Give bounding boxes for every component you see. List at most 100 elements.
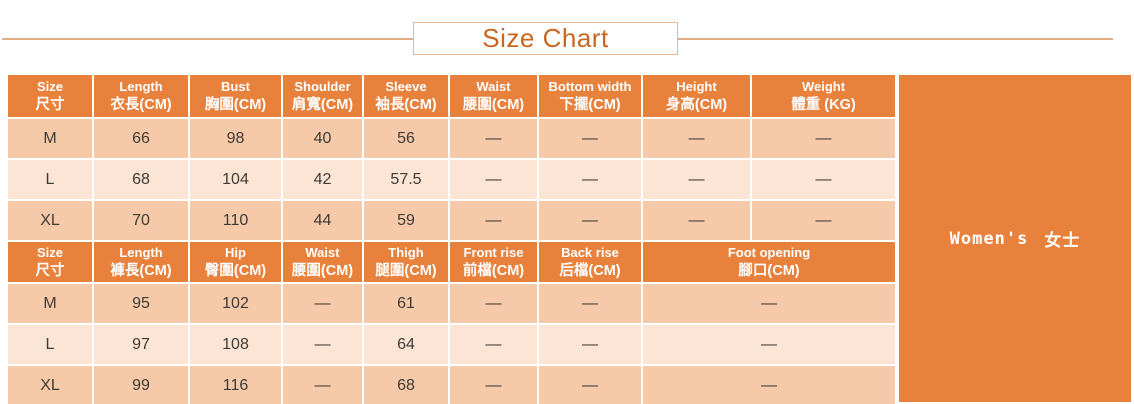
title-box: Size Chart bbox=[413, 22, 678, 55]
tops-row-m: M 66 98 40 56 — — — — bbox=[6, 117, 897, 160]
value-cell: 108 bbox=[188, 323, 283, 366]
size-table: Size 尺寸 Length 衣長(CM) Bust 胸圍(CM) Shoulder 肩… bbox=[6, 73, 897, 404]
pants-row-xl: XL 99 116 — 68 — — — bbox=[6, 364, 897, 404]
value-cell: 68 bbox=[92, 158, 190, 201]
header-zh: 胸圍(CM) bbox=[204, 97, 267, 114]
header-en: Length bbox=[119, 78, 163, 94]
header-cell-back-rise: Back rise 后檔(CM) bbox=[537, 240, 643, 284]
value-cell: — bbox=[537, 158, 643, 201]
header-zh: 腳口(CM) bbox=[738, 263, 800, 280]
value-cell: 40 bbox=[281, 117, 364, 160]
header-en: Waist bbox=[476, 78, 511, 94]
header-cell-foot-opening: Foot opening 腳口(CM) bbox=[641, 240, 897, 284]
tops-row-l: L 68 104 42 57.5 — — — — bbox=[6, 158, 897, 201]
value-cell: 59 bbox=[362, 199, 450, 242]
value-cell: — bbox=[448, 364, 539, 404]
value-cell: 44 bbox=[281, 199, 364, 242]
header-zh: 體重 (KG) bbox=[791, 97, 856, 114]
size-cell: L bbox=[6, 158, 94, 201]
value-cell: 57.5 bbox=[362, 158, 450, 201]
header-zh: 腰圍(CM) bbox=[462, 97, 525, 114]
header-zh: 衣長(CM) bbox=[110, 97, 172, 114]
header-cell-weight: Weight 體重 (KG) bbox=[750, 73, 897, 119]
value-cell: 99 bbox=[92, 364, 190, 404]
value-cell: — bbox=[641, 282, 897, 325]
header-zh: 腰圍(CM) bbox=[291, 263, 354, 280]
value-cell: 68 bbox=[362, 364, 450, 404]
value-cell: — bbox=[537, 323, 643, 366]
value-cell: — bbox=[750, 158, 897, 201]
value-cell: — bbox=[281, 282, 364, 325]
value-cell: 104 bbox=[188, 158, 283, 201]
header-zh: 下擺(CM) bbox=[559, 97, 621, 114]
value-cell: — bbox=[448, 117, 539, 160]
tops-row-xl: XL 70 110 44 59 — — — — bbox=[6, 199, 897, 242]
header-en: Back rise bbox=[561, 244, 619, 260]
header-en: Hip bbox=[225, 244, 246, 260]
value-cell: — bbox=[448, 323, 539, 366]
value-cell: — bbox=[537, 199, 643, 242]
value-cell: — bbox=[641, 158, 752, 201]
header-en: Bust bbox=[221, 78, 250, 94]
value-cell: — bbox=[448, 158, 539, 201]
value-cell: — bbox=[448, 199, 539, 242]
pants-header-row: Size 尺寸 Length 褲長(CM) Hip 臀圍(CM) Waist 腰圍(CM… bbox=[6, 240, 897, 284]
header-zh: 肩寬(CM) bbox=[291, 97, 354, 114]
header-zh: 后檔(CM) bbox=[559, 263, 621, 280]
size-cell: XL bbox=[6, 199, 94, 242]
header-zh: 前檔(CM) bbox=[462, 263, 525, 280]
value-cell: 70 bbox=[92, 199, 190, 242]
header-cell-sleeve: Sleeve 袖長(CM) bbox=[362, 73, 450, 119]
title-rule-left bbox=[2, 38, 413, 40]
value-cell: 102 bbox=[188, 282, 283, 325]
header-zh: 尺寸 bbox=[35, 97, 65, 114]
header-zh: 褲長(CM) bbox=[110, 263, 172, 280]
value-cell: 110 bbox=[188, 199, 283, 242]
tops-header-row: Size 尺寸 Length 衣長(CM) Bust 胸圍(CM) Shoulder 肩… bbox=[6, 73, 897, 119]
header-cell-thigh: Thigh 腿圍(CM) bbox=[362, 240, 450, 284]
value-cell: — bbox=[537, 364, 643, 404]
value-cell: — bbox=[750, 199, 897, 242]
header-zh: 袖長(CM) bbox=[375, 97, 437, 114]
size-cell: M bbox=[6, 117, 94, 160]
size-cell: M bbox=[6, 282, 94, 325]
header-en: Shoulder bbox=[294, 78, 351, 94]
womens-panel: Women's 女士 bbox=[899, 75, 1131, 402]
header-zh: 尺寸 bbox=[35, 263, 65, 280]
value-cell: 66 bbox=[92, 117, 190, 160]
panel-label-en: Women's bbox=[949, 228, 1029, 249]
header-cell-hip: Hip 臀圍(CM) bbox=[188, 240, 283, 284]
value-cell: 116 bbox=[188, 364, 283, 404]
header-en: Thigh bbox=[388, 244, 424, 260]
header-en: Front rise bbox=[463, 244, 524, 260]
header-cell-size: Size 尺寸 bbox=[6, 240, 94, 284]
header-cell-waist: Waist 腰圍(CM) bbox=[448, 73, 539, 119]
header-cell-waist: Waist 腰圍(CM) bbox=[281, 240, 364, 284]
header-cell-shoulder: Shoulder 肩寬(CM) bbox=[281, 73, 364, 119]
header-en: Foot opening bbox=[727, 244, 811, 260]
value-cell: — bbox=[281, 323, 364, 366]
value-cell: — bbox=[537, 117, 643, 160]
header-en: Sleeve bbox=[385, 78, 427, 94]
header-cell-size: Size 尺寸 bbox=[6, 73, 94, 119]
value-cell: 56 bbox=[362, 117, 450, 160]
value-cell: 61 bbox=[362, 282, 450, 325]
panel-label-zh: 女士 bbox=[1044, 231, 1081, 251]
value-cell: 64 bbox=[362, 323, 450, 366]
title-rule-right bbox=[678, 38, 1113, 40]
header-en: Bottom width bbox=[548, 78, 632, 94]
value-cell: 98 bbox=[188, 117, 283, 160]
value-cell: — bbox=[641, 323, 897, 366]
header-cell-height: Height 身高(CM) bbox=[641, 73, 752, 119]
header-zh: 腿圍(CM) bbox=[375, 263, 437, 280]
value-cell: 95 bbox=[92, 282, 190, 325]
value-cell: 97 bbox=[92, 323, 190, 366]
value-cell: — bbox=[537, 282, 643, 325]
value-cell: — bbox=[281, 364, 364, 404]
value-cell: — bbox=[641, 199, 752, 242]
value-cell: — bbox=[750, 117, 897, 160]
value-cell: 42 bbox=[281, 158, 364, 201]
size-cell: XL bbox=[6, 364, 94, 404]
header-en: Waist bbox=[305, 244, 340, 260]
